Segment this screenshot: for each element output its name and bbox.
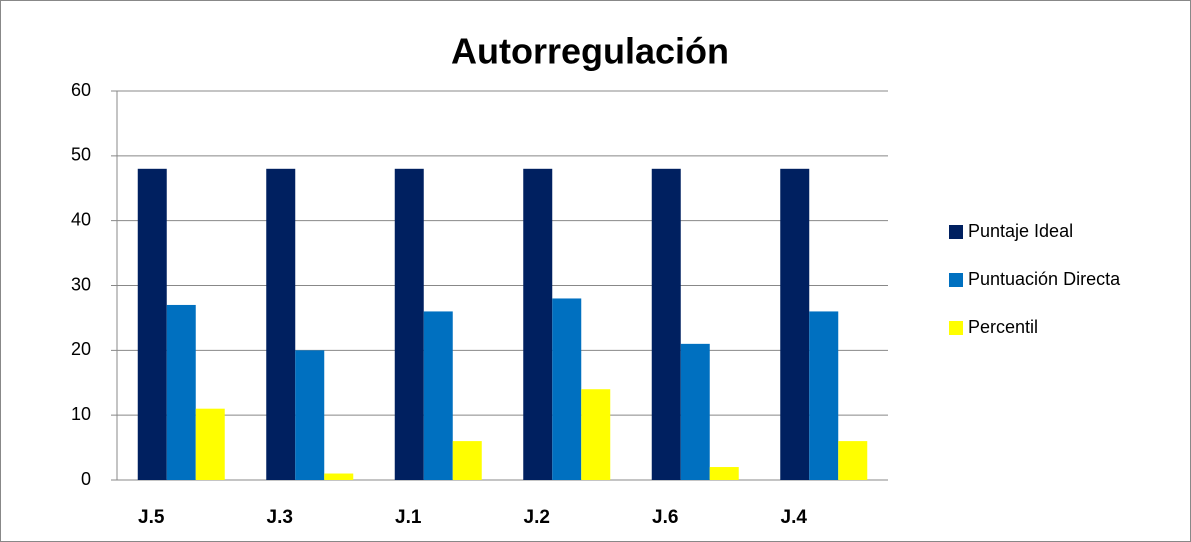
y-tick-label: 10 — [71, 404, 91, 424]
x-tick-label: J.1 — [395, 507, 422, 528]
bar — [809, 311, 839, 480]
legend-swatch — [949, 321, 963, 335]
y-tick-label: 20 — [71, 339, 91, 359]
bar — [838, 441, 868, 480]
bar — [581, 389, 611, 480]
bar — [394, 168, 424, 481]
chart-title: Autorregulación — [451, 31, 729, 72]
legend-label: Puntuación Directa — [968, 269, 1121, 289]
legend-label: Puntaje Ideal — [968, 221, 1073, 241]
bar — [423, 311, 453, 480]
bar — [780, 168, 810, 481]
bar — [452, 441, 482, 480]
legend-swatch — [949, 225, 963, 239]
y-tick-label: 50 — [71, 145, 91, 165]
y-tick-label: 0 — [81, 469, 91, 489]
x-tick-label: J.2 — [524, 507, 550, 528]
x-tick-label: J.5 — [138, 507, 165, 528]
bar — [552, 298, 582, 480]
legend-label: Percentil — [968, 317, 1038, 337]
y-tick-label: 30 — [71, 274, 91, 294]
bar — [166, 304, 196, 480]
y-tick-label: 60 — [71, 80, 91, 100]
bar — [195, 408, 225, 480]
x-tick-label: J.3 — [267, 507, 293, 528]
bar — [324, 473, 354, 480]
bar — [651, 168, 681, 481]
y-tick-label: 40 — [71, 209, 91, 229]
x-tick-label: J.6 — [652, 507, 678, 528]
legend-swatch — [949, 273, 963, 287]
bar — [523, 168, 553, 481]
bar — [680, 343, 710, 480]
bar — [295, 350, 325, 480]
x-tick-label: J.4 — [781, 507, 808, 528]
bar — [266, 168, 296, 481]
bar — [709, 467, 739, 480]
bar — [137, 168, 167, 481]
